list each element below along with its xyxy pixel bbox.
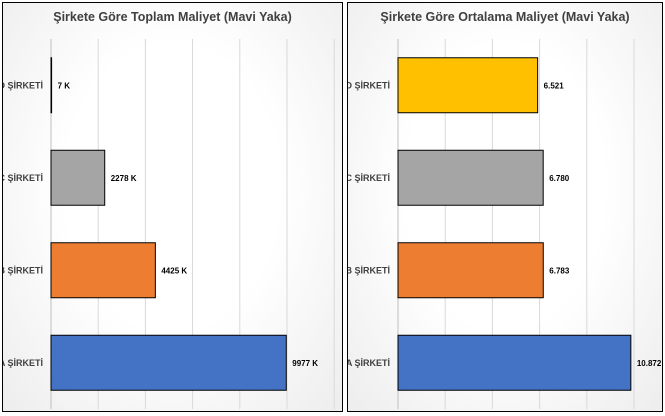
bar-1 bbox=[397, 57, 539, 114]
average-cost-chart-panel: Şirkete Göre Ortalama Maliyet (Mavi Yaka… bbox=[347, 2, 663, 412]
total-cost-chart-title: Şirkete Göre Toplam Maliyet (Mavi Yaka) bbox=[53, 10, 292, 24]
category-label: C ŞİRKETİ bbox=[348, 173, 390, 183]
bar-4 bbox=[397, 334, 632, 391]
bar-4 bbox=[50, 334, 287, 391]
total-cost-chart-plot: D ŞİRKETİ 7 K C ŞİRKETİ 2278 K B ŞİRKETİ 4425… bbox=[3, 39, 335, 409]
data-label: 6.783 bbox=[549, 266, 570, 275]
bar-3 bbox=[397, 242, 544, 299]
category-label: D ŞİRKETİ bbox=[3, 80, 43, 90]
data-label: 10.872 bbox=[637, 359, 662, 368]
category-label: D ŞİRKETİ bbox=[348, 80, 390, 90]
category-label: B ŞİRKETİ bbox=[3, 265, 43, 275]
total-cost-chart-panel: Şirkete Göre Toplam Maliyet (Mavi Yaka) … bbox=[2, 2, 343, 412]
bar-2 bbox=[397, 149, 544, 206]
bar-3 bbox=[50, 242, 156, 299]
average-cost-chart-plot: D ŞİRKETİ 6.521 C ŞİRKETİ 6.780 B ŞİRKETİ 6.7… bbox=[348, 39, 662, 409]
data-label: 2278 K bbox=[111, 174, 137, 183]
data-label: 7 K bbox=[58, 81, 71, 90]
category-label: A ŞİRKETİ bbox=[3, 358, 43, 368]
data-label: 4425 K bbox=[161, 266, 187, 275]
category-label: B ŞİRKETİ bbox=[348, 265, 390, 275]
bar-2 bbox=[50, 149, 106, 206]
data-label: 6.521 bbox=[544, 81, 565, 90]
data-label: 9977 K bbox=[292, 359, 318, 368]
category-label: C ŞİRKETİ bbox=[3, 173, 43, 183]
bar-1 bbox=[50, 57, 53, 114]
category-label: A ŞİRKETİ bbox=[348, 358, 390, 368]
data-label: 6.780 bbox=[549, 174, 570, 183]
average-cost-chart-title: Şirkete Göre Ortalama Maliyet (Mavi Yaka… bbox=[380, 10, 630, 24]
